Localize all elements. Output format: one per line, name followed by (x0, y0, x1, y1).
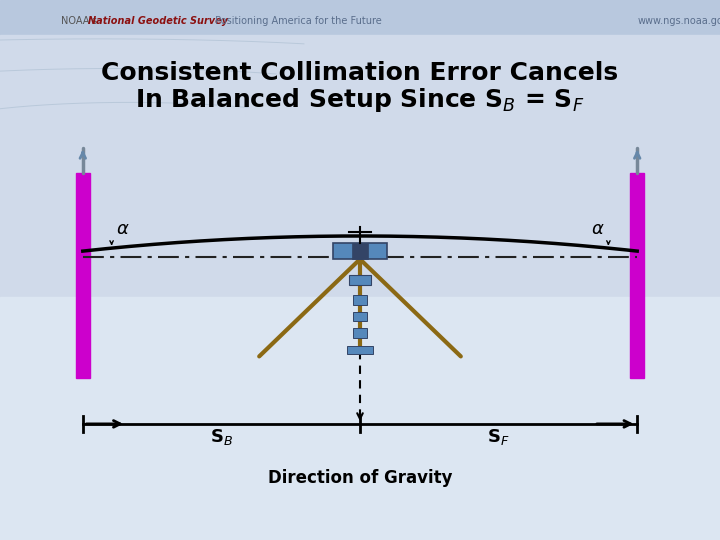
Text: α: α (117, 220, 128, 238)
Bar (333, 243, 387, 259)
Bar (353, 328, 367, 338)
Bar (630, 173, 644, 378)
Bar (0, 297, 720, 540)
Text: S$_B$: S$_B$ (210, 427, 233, 447)
Text: Positioning America for the Future: Positioning America for the Future (212, 16, 382, 25)
Text: Direction of Gravity: Direction of Gravity (268, 469, 452, 487)
Text: S$_F$: S$_F$ (487, 427, 510, 447)
Text: In Balanced Setup Since S$_B$ = S$_F$: In Balanced Setup Since S$_B$ = S$_F$ (135, 86, 585, 114)
Text: www.ngs.noaa.gov: www.ngs.noaa.gov (637, 16, 720, 25)
Bar (76, 173, 90, 378)
Text: α: α (592, 220, 603, 238)
Bar (349, 275, 371, 285)
Text: NOAA's: NOAA's (61, 16, 100, 25)
Bar (352, 243, 368, 259)
Bar (353, 312, 367, 321)
Bar (0, 0, 720, 35)
Bar (347, 346, 373, 354)
Text: National Geodetic Survey: National Geodetic Survey (88, 16, 228, 25)
Bar (353, 295, 367, 305)
Text: Consistent Collimation Error Cancels: Consistent Collimation Error Cancels (102, 61, 618, 85)
